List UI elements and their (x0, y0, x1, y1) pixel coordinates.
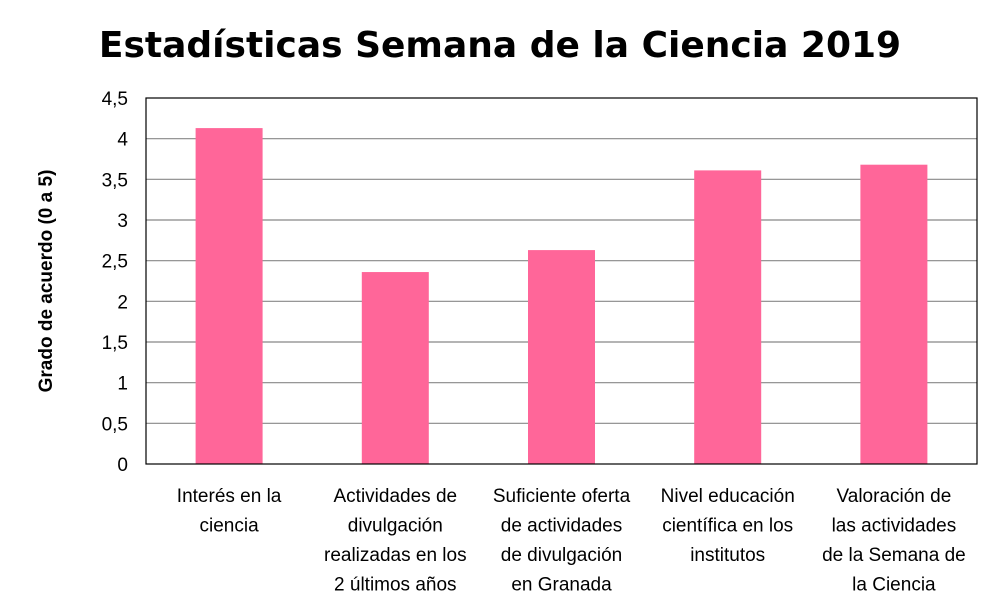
x-category-label: en Granada (511, 575, 612, 596)
y-tick-label: 2 (117, 292, 128, 313)
y-tick-label: 0,5 (102, 414, 128, 435)
x-category-label: de la Semana de (822, 545, 966, 566)
y-tick-label: 4,5 (102, 89, 128, 110)
x-category-label: de divulgación (501, 545, 622, 566)
bar (361, 272, 429, 464)
x-category-label: 2 últimos años (334, 575, 457, 596)
y-tick-label: 4 (117, 130, 128, 151)
x-category-label: científica en los (662, 516, 793, 537)
x-category-label: Valoración de (837, 486, 952, 507)
bar (195, 128, 263, 465)
x-category-label: Interés en la (177, 486, 282, 507)
x-category-label: institutos (690, 545, 765, 566)
x-category-label: de actividades (501, 516, 622, 537)
x-category-label: realizadas en los (324, 545, 467, 566)
chart-title: Estadísticas Semana de la Ciencia 2019 (99, 25, 901, 66)
y-tick-label: 0 (117, 455, 128, 476)
x-category-label: la Ciencia (852, 575, 936, 596)
bar (694, 170, 762, 465)
x-category-label: Nivel educación (661, 486, 795, 507)
x-category-label: ciencia (200, 516, 260, 537)
y-axis-label: Grado de acuerdo (0 a 5) (36, 170, 57, 393)
bar (860, 164, 928, 464)
x-category-label: Actividades de (334, 486, 458, 507)
y-tick-label: 2,5 (102, 252, 128, 273)
y-tick-label: 1,5 (102, 333, 128, 354)
x-category-label: Suficiente oferta (493, 486, 631, 507)
bar (528, 250, 595, 464)
y-tick-label: 3 (117, 211, 128, 232)
y-tick-label: 3,5 (102, 170, 128, 191)
x-category-label: las actividades (832, 516, 957, 537)
plot-area-border (145, 97, 978, 465)
y-tick-label: 1 (117, 374, 128, 395)
x-category-label: divulgación (348, 516, 443, 537)
